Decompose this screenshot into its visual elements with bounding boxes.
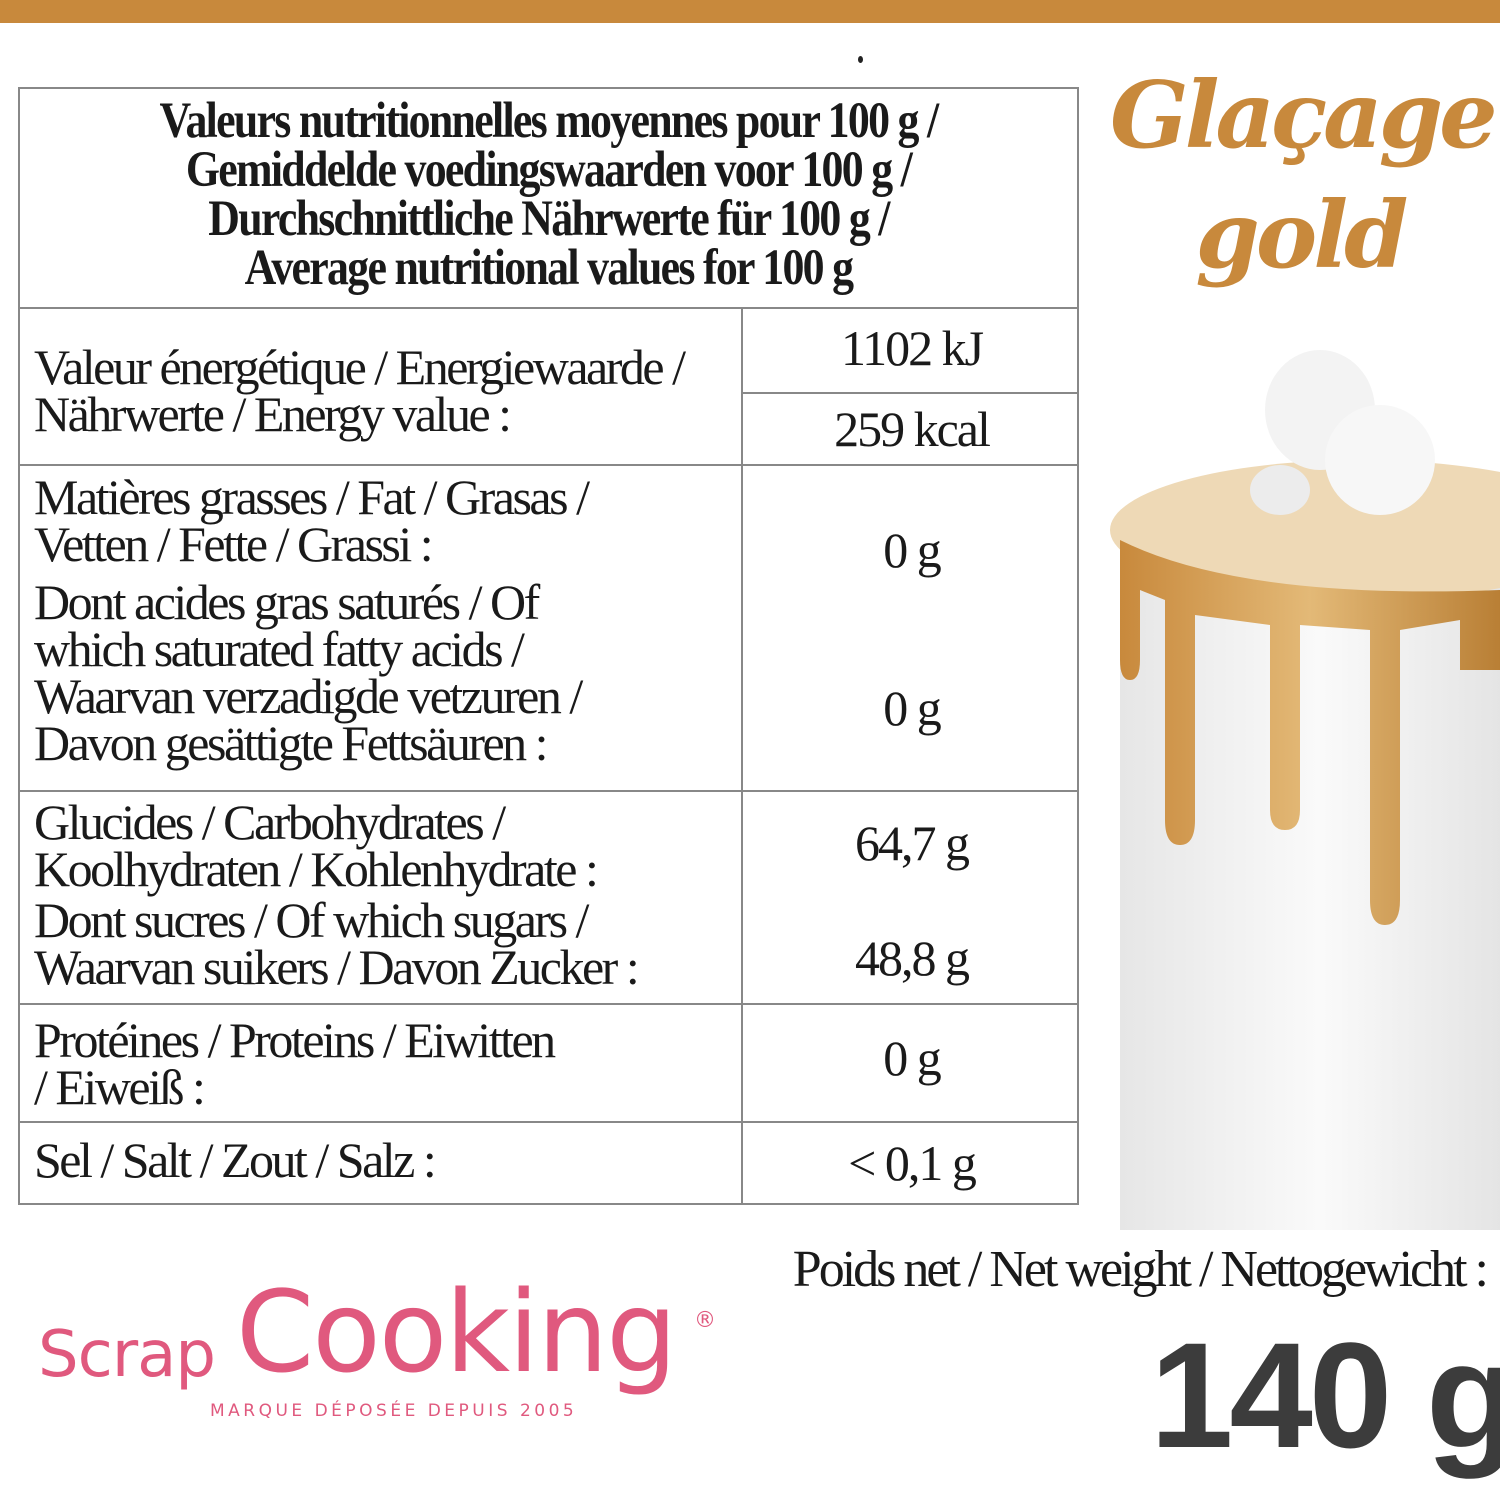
- value-fat: 0 g: [883, 522, 942, 578]
- divider: [20, 790, 1077, 792]
- divider: [741, 392, 1077, 394]
- row-label-sugars: Dont sucres / Of which sugars / Waarvan s…: [34, 892, 640, 995]
- header-line: Average nutritional values for 100 g: [244, 240, 854, 296]
- divider: [20, 1121, 1077, 1123]
- row-label-carbs: Glucides / Carbohydrates / Koolhydraten /…: [34, 794, 599, 897]
- divider: [20, 464, 1077, 466]
- value-salt: < 0,1 g: [848, 1135, 977, 1191]
- cake-image: [1110, 350, 1500, 1230]
- divider: [20, 1003, 1077, 1005]
- row-label-saturated: Dont acides gras saturés / Of which satur…: [34, 574, 583, 771]
- logo-cooking: Cooking: [236, 1268, 677, 1398]
- header-line: Durchschnittliche Nährwerte für 100 g /: [208, 191, 890, 247]
- value-kcal: 259 kcal: [834, 401, 991, 457]
- divider: [20, 307, 1077, 309]
- logo-scrap: Scrap: [38, 1318, 216, 1392]
- net-weight-label: Poids net / Net weight / Nettogewicht :: [792, 1241, 1489, 1298]
- nutrition-table: Valeurs nutritionnelles moyennes pour 10…: [18, 87, 1079, 1205]
- logo-tagline: MARQUE DÉPOSÉE DEPUIS 2005: [210, 1401, 578, 1421]
- row-label-salt: Sel / Salt / Zout / Salz :: [34, 1132, 437, 1188]
- value-sugars: 48,8 g: [855, 930, 970, 986]
- divider: [741, 307, 743, 1203]
- value-kj: 1102 kJ: [840, 320, 984, 376]
- value-carbs: 64,7 g: [855, 815, 970, 871]
- header-line: Gemiddelde voedingswaarden voor 100 g /: [185, 142, 913, 198]
- header-line: Valeurs nutritionnelles moyennes pour 10…: [159, 93, 940, 149]
- value-saturated: 0 g: [883, 680, 942, 736]
- top-brand-bar: [0, 0, 1500, 23]
- dot-mark: [858, 56, 863, 63]
- row-label-energy: Valeur énergétique / Energiewaarde / Nähr…: [34, 339, 686, 442]
- net-weight-value: 140 g: [1150, 1311, 1500, 1479]
- product-title: Glaçage gold: [1110, 61, 1498, 289]
- logo-registered: ®: [694, 1308, 716, 1333]
- row-label-protein: Protéines / Proteins / Eiwitten / Eiweiß …: [34, 1012, 556, 1115]
- value-protein: 0 g: [883, 1030, 942, 1086]
- table-header: Valeurs nutritionnelles moyennes pour 10…: [20, 93, 1077, 296]
- row-label-fat: Matières grasses / Fat / Grasas / Vetten …: [34, 469, 590, 572]
